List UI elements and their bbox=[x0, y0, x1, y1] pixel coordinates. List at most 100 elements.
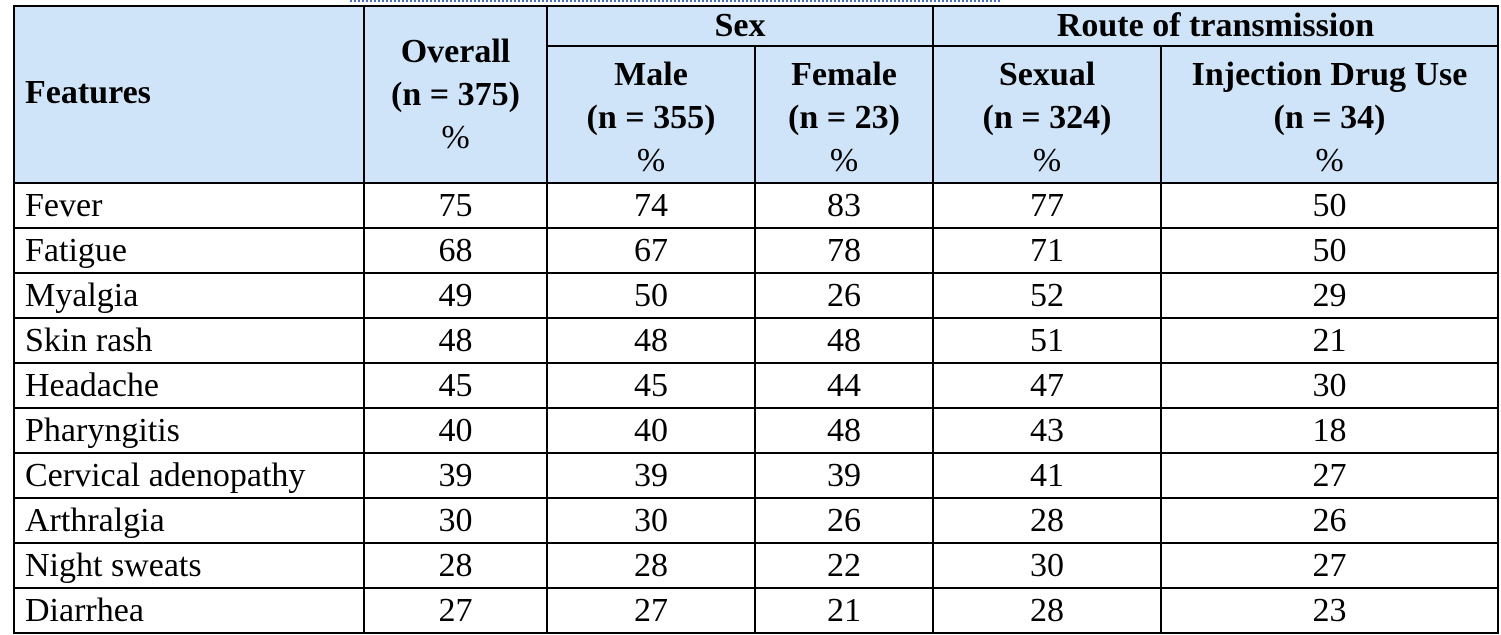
value-cell: 30 bbox=[546, 497, 756, 544]
table-row: Fever 75 74 83 77 50 bbox=[13, 182, 1499, 229]
column-n: (n = 324) bbox=[982, 99, 1112, 136]
table-row: Skin rash 48 48 48 51 21 bbox=[13, 317, 1499, 364]
value-cell: 41 bbox=[932, 452, 1162, 499]
value-cell: 27 bbox=[363, 587, 548, 634]
feature-cell: Pharyngitis bbox=[13, 407, 365, 454]
column-unit: % bbox=[1032, 142, 1062, 179]
table-row: Cervical adenopathy 39 39 39 41 27 bbox=[13, 452, 1499, 499]
value-cell: 44 bbox=[754, 362, 934, 409]
column-label: Female bbox=[791, 56, 897, 93]
value-cell: 45 bbox=[546, 362, 756, 409]
value-cell: 51 bbox=[932, 317, 1162, 364]
column-unit: % bbox=[1315, 142, 1344, 179]
group-header-row: Features Overall (n = 375) % Sex Route o… bbox=[13, 5, 1499, 184]
value-cell: 48 bbox=[363, 317, 548, 364]
value-cell: 28 bbox=[932, 497, 1162, 544]
value-cell: 50 bbox=[1160, 227, 1499, 274]
value-cell: 83 bbox=[754, 182, 934, 229]
table-header: Features Overall (n = 375) % Sex Route o… bbox=[13, 5, 1499, 184]
value-cell: 50 bbox=[1160, 182, 1499, 229]
value-cell: 27 bbox=[546, 587, 756, 634]
features-table: Features Overall (n = 375) % Sex Route o… bbox=[13, 5, 1499, 634]
feature-cell: Cervical adenopathy bbox=[13, 452, 365, 499]
value-cell: 49 bbox=[363, 272, 548, 319]
value-cell: 29 bbox=[1160, 272, 1499, 319]
column-label: Sexual bbox=[998, 56, 1096, 93]
column-header-row: Male (n = 355) % Female (n = 23) % Sexua… bbox=[14, 45, 1499, 184]
value-cell: 26 bbox=[754, 272, 934, 319]
top-dotted-rule bbox=[350, 0, 1000, 5]
feature-cell: Fatigue bbox=[13, 227, 365, 274]
column-unit: % bbox=[829, 142, 859, 179]
value-cell: 52 bbox=[932, 272, 1162, 319]
value-cell: 22 bbox=[754, 542, 934, 589]
column-header-injection-drug-use: Injection Drug Use (n = 34) % bbox=[1160, 45, 1499, 184]
feature-cell: Myalgia bbox=[13, 272, 365, 319]
column-n: (n = 355) bbox=[586, 99, 716, 136]
value-cell: 45 bbox=[363, 362, 548, 409]
column-unit: % bbox=[636, 142, 666, 179]
features-header: Features bbox=[13, 5, 365, 184]
value-cell: 23 bbox=[1160, 587, 1499, 634]
table-row: Diarrhea 27 27 21 28 23 bbox=[13, 587, 1499, 634]
value-cell: 48 bbox=[754, 407, 934, 454]
value-cell: 40 bbox=[363, 407, 548, 454]
table-row: Pharyngitis 40 40 48 43 18 bbox=[13, 407, 1499, 454]
table-row: Arthralgia 30 30 26 28 26 bbox=[13, 497, 1499, 544]
value-cell: 40 bbox=[546, 407, 756, 454]
column-header-overall: Overall (n = 375) % bbox=[363, 5, 548, 184]
column-label: Overall bbox=[400, 33, 511, 70]
table-row: Night sweats 28 28 22 30 27 bbox=[13, 542, 1499, 589]
value-cell: 78 bbox=[754, 227, 934, 274]
value-cell: 27 bbox=[1160, 452, 1499, 499]
value-cell: 77 bbox=[932, 182, 1162, 229]
column-header-female: Female (n = 23) % bbox=[754, 45, 934, 184]
column-label: Injection Drug Use bbox=[1191, 56, 1468, 93]
value-cell: 28 bbox=[546, 542, 756, 589]
feature-cell: Night sweats bbox=[13, 542, 365, 589]
table-body: Fever 75 74 83 77 50 Fatigue 68 67 78 71… bbox=[13, 182, 1499, 634]
feature-cell: Diarrhea bbox=[13, 587, 365, 634]
column-header-male: Male (n = 355) % bbox=[546, 45, 756, 184]
value-cell: 39 bbox=[546, 452, 756, 499]
value-cell: 30 bbox=[932, 542, 1162, 589]
feature-cell: Arthralgia bbox=[13, 497, 365, 544]
value-cell: 26 bbox=[1160, 497, 1499, 544]
table-row: Myalgia 49 50 26 52 29 bbox=[13, 272, 1499, 319]
value-cell: 74 bbox=[546, 182, 756, 229]
feature-cell: Fever bbox=[13, 182, 365, 229]
value-cell: 75 bbox=[363, 182, 548, 229]
value-cell: 28 bbox=[363, 542, 548, 589]
value-cell: 67 bbox=[546, 227, 756, 274]
value-cell: 71 bbox=[932, 227, 1162, 274]
value-cell: 28 bbox=[932, 587, 1162, 634]
table-row: Headache 45 45 44 47 30 bbox=[13, 362, 1499, 409]
value-cell: 18 bbox=[1160, 407, 1499, 454]
column-unit: % bbox=[441, 119, 470, 156]
value-cell: 39 bbox=[363, 452, 548, 499]
feature-cell: Skin rash bbox=[13, 317, 365, 364]
group-header-route: Route of transmission bbox=[932, 5, 1499, 47]
column-n: (n = 23) bbox=[788, 99, 900, 136]
column-n: (n = 375) bbox=[391, 76, 520, 113]
column-header-sexual: Sexual (n = 324) % bbox=[932, 45, 1162, 184]
value-cell: 21 bbox=[1160, 317, 1499, 364]
value-cell: 68 bbox=[363, 227, 548, 274]
table-row: Fatigue 68 67 78 71 50 bbox=[13, 227, 1499, 274]
value-cell: 48 bbox=[546, 317, 756, 364]
value-cell: 47 bbox=[932, 362, 1162, 409]
value-cell: 27 bbox=[1160, 542, 1499, 589]
value-cell: 21 bbox=[754, 587, 934, 634]
value-cell: 30 bbox=[1160, 362, 1499, 409]
features-header-label: Features bbox=[25, 73, 151, 111]
column-n: (n = 34) bbox=[1273, 99, 1386, 136]
value-cell: 50 bbox=[546, 272, 756, 319]
group-header-sex: Sex bbox=[546, 5, 934, 47]
value-cell: 26 bbox=[754, 497, 934, 544]
value-cell: 48 bbox=[754, 317, 934, 364]
value-cell: 43 bbox=[932, 407, 1162, 454]
value-cell: 30 bbox=[363, 497, 548, 544]
feature-cell: Headache bbox=[13, 362, 365, 409]
value-cell: 39 bbox=[754, 452, 934, 499]
column-label: Male bbox=[614, 56, 688, 93]
